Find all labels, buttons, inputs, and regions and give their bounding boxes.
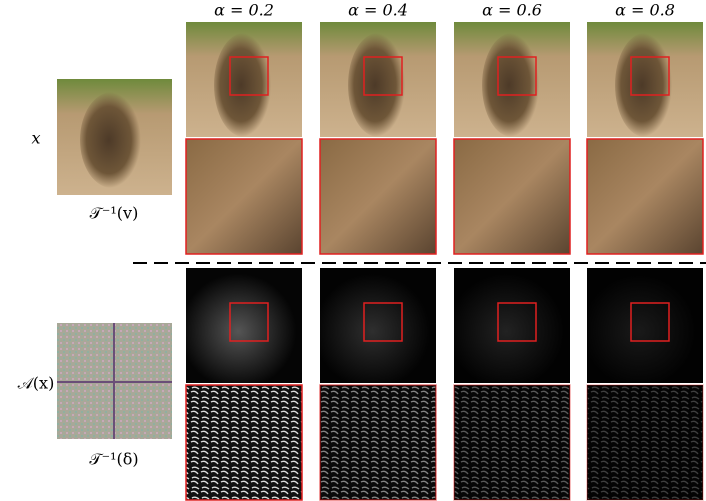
sample-dog — [615, 33, 675, 137]
sample-dog — [214, 33, 274, 137]
zoom-box — [630, 56, 670, 96]
column-label: α = 0.2 — [214, 1, 274, 20]
sample-dog — [348, 33, 408, 137]
row-label: 𝒜(x) — [18, 374, 55, 393]
zoom-box — [363, 56, 403, 96]
sample-dog — [482, 33, 542, 137]
zoom-box — [229, 56, 269, 96]
column-label: α = 0.4 — [348, 1, 408, 20]
attention-zoom — [319, 384, 437, 501]
column-label: α = 0.8 — [615, 1, 675, 20]
attention-zoom — [586, 384, 704, 501]
columns: α = 0.2 α = 0.4 α = 0.6 α = 0.8 — [185, 1, 704, 501]
attention-glow — [454, 268, 570, 383]
row-label: x — [31, 129, 40, 148]
attention-glow — [186, 268, 302, 383]
attention-glow — [320, 268, 436, 383]
row-caption: 𝒯⁻¹(δ) — [89, 450, 138, 469]
zoom-image — [586, 138, 704, 255]
zoom-image — [319, 138, 437, 255]
zoom-box — [497, 302, 537, 342]
attention-glow — [587, 268, 703, 383]
zoom-box — [630, 302, 670, 342]
attention-zoom — [185, 384, 303, 501]
zoom-box — [229, 302, 269, 342]
zoom-image — [185, 138, 303, 255]
zoom-image — [453, 138, 571, 255]
attention-zoom — [453, 384, 571, 501]
zoom-box — [497, 56, 537, 96]
row-caption: 𝒯⁻¹(v) — [90, 204, 139, 223]
column-label: α = 0.6 — [482, 1, 542, 20]
zoom-box — [363, 302, 403, 342]
input-dog — [80, 92, 144, 188]
